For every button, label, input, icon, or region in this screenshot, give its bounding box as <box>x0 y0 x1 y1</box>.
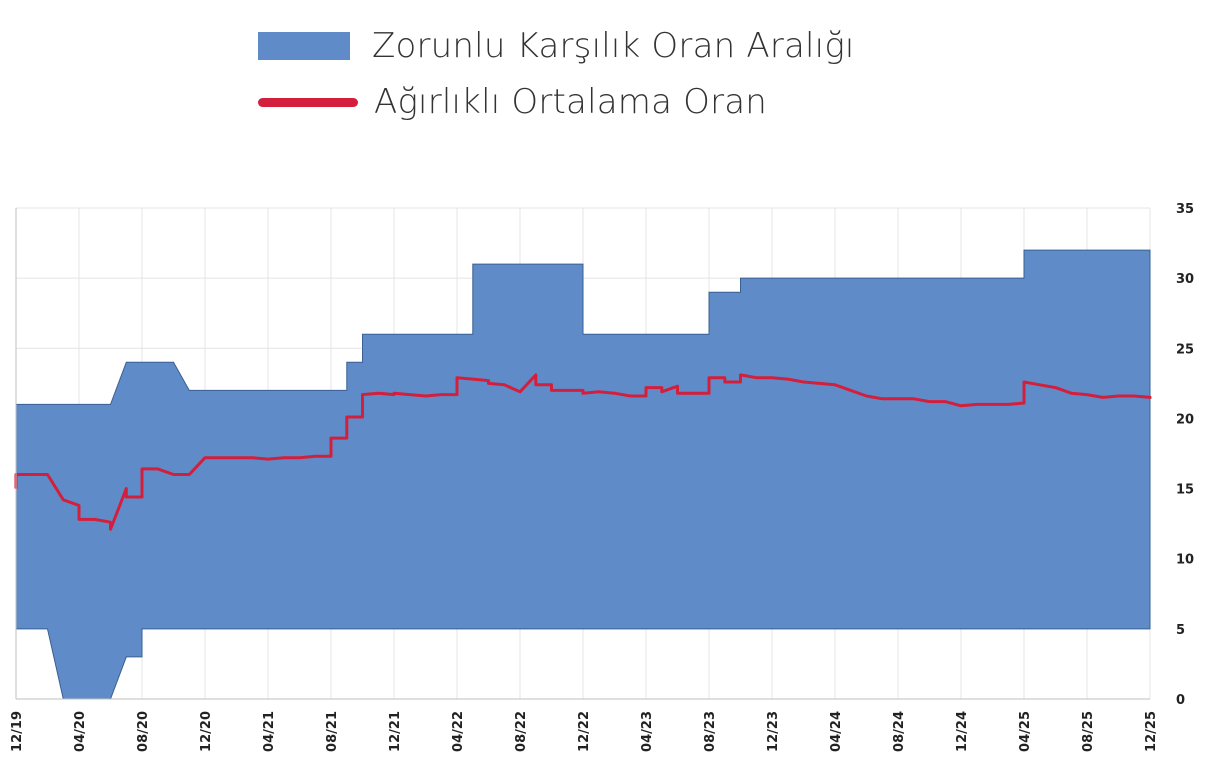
x-tick-label-10: 04/23 <box>640 711 655 752</box>
x-tick-label-12: 12/23 <box>766 711 781 752</box>
y-tick-label-3: 15 <box>1176 483 1194 498</box>
legend-swatch-average <box>258 97 358 107</box>
x-tick-label-16: 04/25 <box>1018 711 1033 752</box>
x-tick-label-1: 04/20 <box>73 711 88 752</box>
x-tick-label-7: 04/22 <box>451 711 466 752</box>
legend-label-range: Zorunlu Karşılık Oran Aralığı <box>372 26 855 66</box>
x-tick-label-3: 12/20 <box>199 711 214 752</box>
y-tick-label-0: 0 <box>1176 693 1185 708</box>
average-line <box>14 373 1152 531</box>
legend-swatch-range <box>258 32 350 60</box>
y-tick-label-7: 35 <box>1176 202 1194 217</box>
chart-legend: Zorunlu Karşılık Oran Aralığı Ağırlıklı … <box>258 18 855 130</box>
legend-item-range: Zorunlu Karşılık Oran Aralığı <box>258 18 855 74</box>
x-tick-label-2: 08/20 <box>136 711 151 752</box>
x-tick-label-15: 12/24 <box>955 711 970 752</box>
x-tick-label-6: 12/21 <box>388 711 403 752</box>
x-tick-label-13: 04/24 <box>829 711 844 752</box>
y-tick-label-2: 10 <box>1176 553 1194 568</box>
y-tick-label-1: 5 <box>1176 623 1185 638</box>
y-tick-label-4: 20 <box>1176 412 1194 427</box>
x-tick-label-4: 04/21 <box>262 711 277 752</box>
range-area <box>15 249 1151 700</box>
legend-label-average: Ağırlıklı Ortalama Oran <box>374 82 768 122</box>
x-tick-label-9: 12/22 <box>577 711 592 752</box>
x-tick-label-17: 08/25 <box>1081 711 1096 752</box>
x-tick-label-5: 08/21 <box>325 711 340 752</box>
x-tick-label-18: 12/25 <box>1144 711 1159 752</box>
x-tick-label-14: 08/24 <box>892 711 907 752</box>
x-tick-label-0: 12/19 <box>10 711 25 752</box>
legend-item-average: Ağırlıklı Ortalama Oran <box>258 74 855 130</box>
x-tick-label-11: 08/23 <box>703 711 718 752</box>
x-tick-label-8: 08/22 <box>514 711 529 752</box>
y-tick-label-6: 30 <box>1176 272 1194 287</box>
y-tick-label-5: 25 <box>1176 342 1194 357</box>
